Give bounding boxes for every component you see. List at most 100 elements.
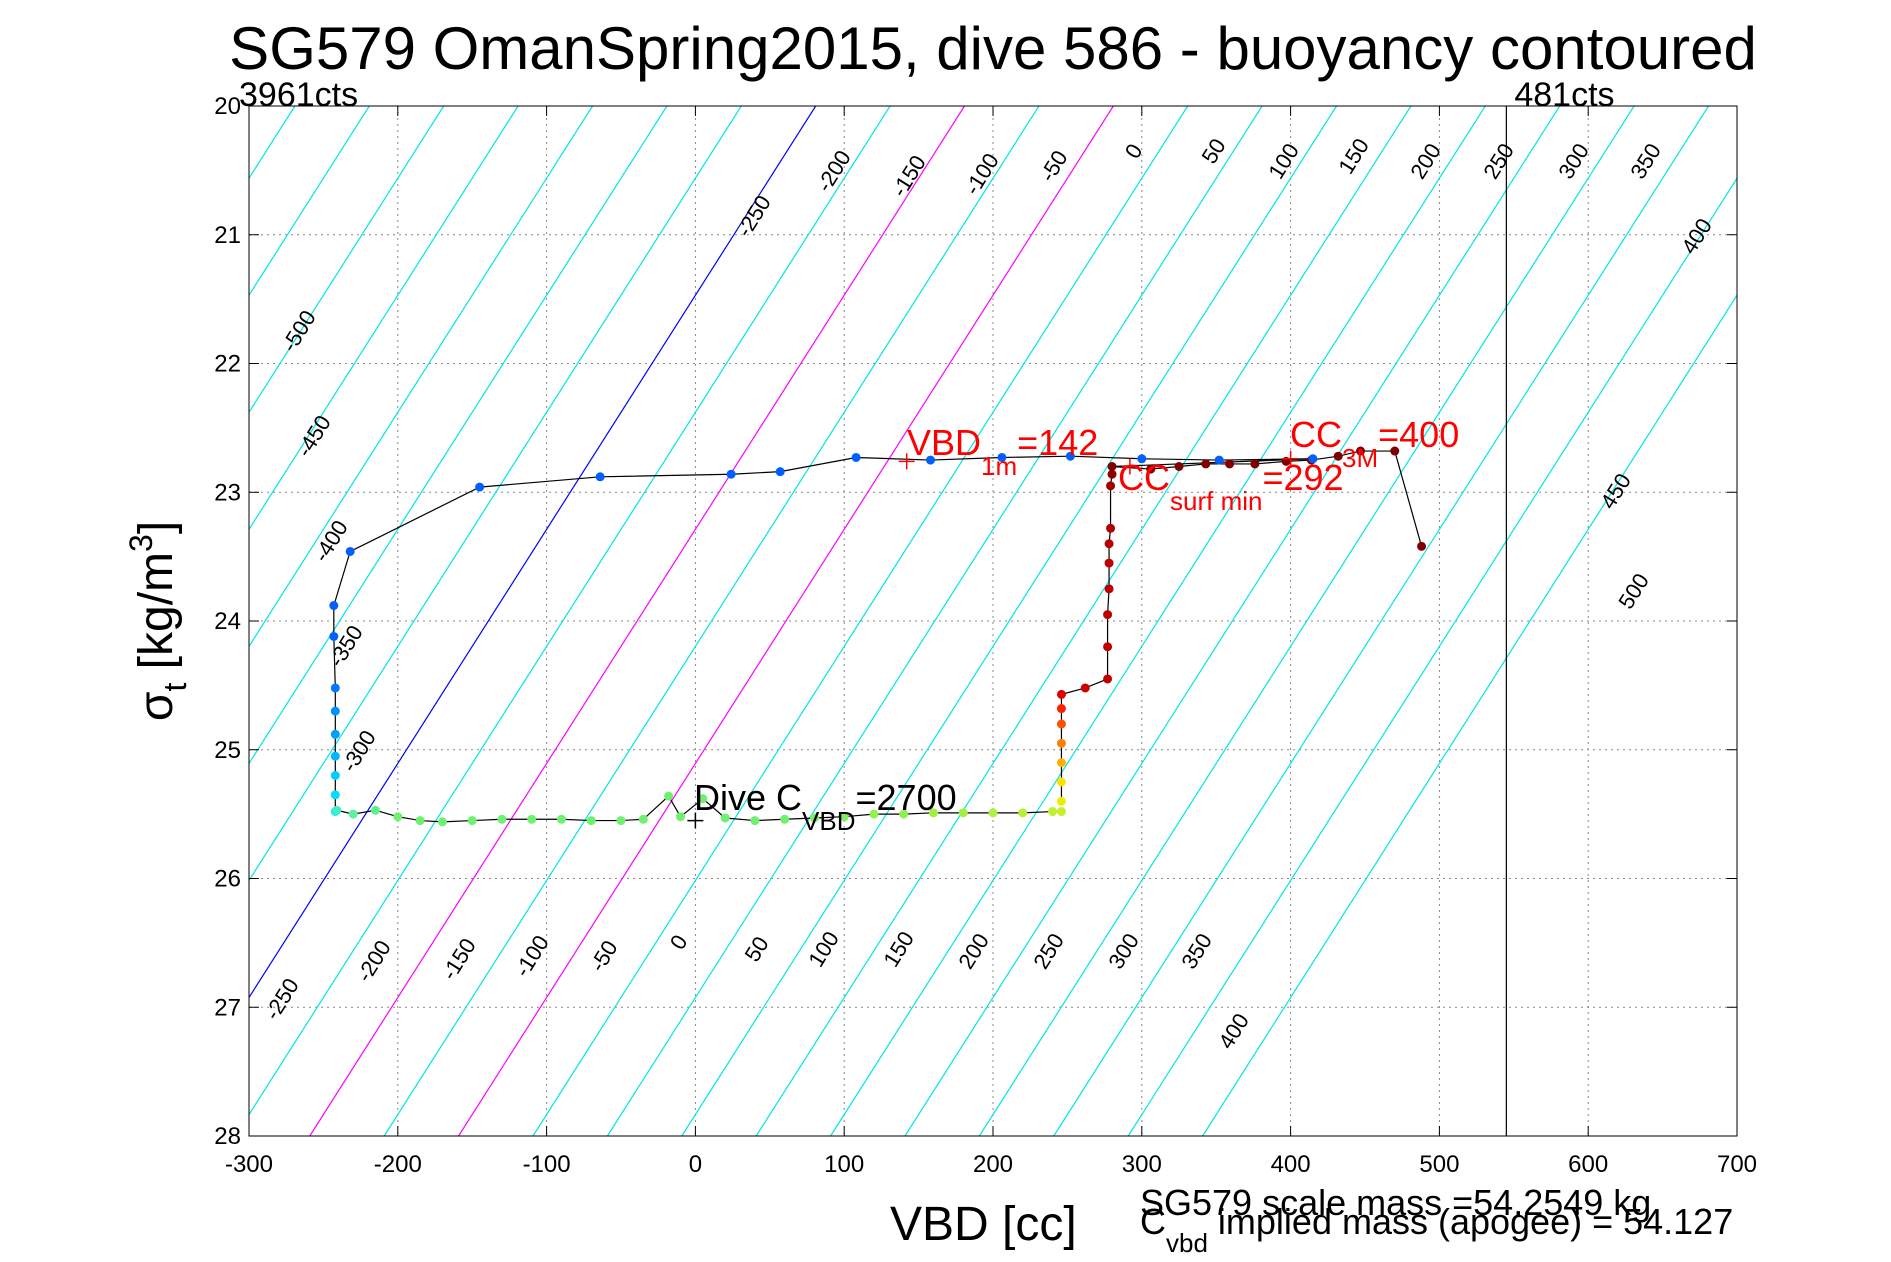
data-point-climb [1308, 454, 1318, 464]
x-tick-label: 700 [1717, 1151, 1757, 1178]
buoyancy-contour [249, 106, 891, 1116]
data-point-climb [1250, 459, 1260, 469]
data-point-climb [595, 472, 605, 482]
buoyancy-contour [681, 106, 1338, 1136]
x-tick-label: -100 [523, 1151, 571, 1178]
data-point-apogee [698, 794, 708, 804]
buoyancy-contour [978, 106, 1635, 1136]
x-tick-label: 200 [973, 1151, 1013, 1178]
data-point-climb [330, 790, 340, 800]
buoyancy-contour [532, 106, 1189, 1136]
data-point-apogee [899, 809, 909, 819]
annotation-markers [687, 450, 1299, 829]
x-axis-ticks: -300 -200 -100 0 100 200 300 400 500 600 700 [225, 106, 1757, 1178]
data-point-apogee [393, 812, 403, 822]
data-point-apogee [1056, 807, 1066, 817]
data-point-dive [1056, 738, 1066, 748]
data-point-dive [1056, 704, 1066, 714]
data-point-climb [1174, 462, 1184, 471]
data-point-climb [330, 706, 340, 716]
data-point-apogee [1018, 808, 1028, 818]
data-point-climb [1137, 454, 1147, 464]
data-point-apogee [958, 808, 968, 818]
data-point-climb [1333, 451, 1343, 461]
buoyancy-contour [830, 106, 1486, 1136]
data-point-apogee [437, 817, 447, 827]
data-point-apogee [988, 808, 998, 818]
buoyancy-contour [249, 106, 594, 648]
y-axis-label: σt [kg/m3] [123, 521, 193, 721]
data-point-dive [1056, 758, 1066, 768]
data-point-apogee [676, 812, 686, 822]
data-point-apogee [780, 814, 790, 824]
y-tick-label: 23 [214, 479, 241, 506]
data-point-apogee [809, 813, 819, 823]
data-point-climb [330, 683, 340, 693]
implied-mass-text: Cvbd implied mass (apogee) = 54.127 [1140, 1201, 1733, 1258]
y-axis-ticks: 20 21 22 23 24 25 26 27 28 [214, 93, 1737, 1150]
data-point-dive [1103, 642, 1113, 652]
buoyancy-contour [606, 106, 1263, 1136]
data-point-apogee [370, 805, 380, 815]
y-tick-label: 26 [214, 866, 241, 893]
buoyancy-contour [249, 106, 668, 765]
scale-mass-text: SG579 scale mass =54.2549 kg [1140, 1182, 1651, 1223]
data-point-climb [329, 631, 339, 641]
data-point-dive [1104, 558, 1114, 568]
data-point-apogee [928, 808, 938, 818]
data-point-dive [1080, 683, 1090, 693]
x-tick-label: 600 [1568, 1151, 1608, 1178]
buoyancy-contour [249, 106, 445, 414]
data-point-apogee [869, 809, 879, 819]
y-tick-label: 24 [214, 608, 241, 635]
data-point-climb [345, 546, 355, 556]
data-point-climb [726, 469, 736, 479]
data-point-apogee [839, 812, 849, 822]
data-point-dive [1056, 777, 1066, 787]
data-point-apogee [556, 814, 566, 824]
data-point-dive [1106, 481, 1116, 491]
buoyancy-contour [1202, 294, 1737, 1136]
data-point-dive [1056, 719, 1066, 729]
annotation-text: VBD1m=142 [907, 422, 1098, 481]
count-label: 3961cts [239, 76, 358, 114]
data-point-apogee [415, 816, 425, 826]
data-point-apogee [1048, 807, 1058, 817]
chart-title: SG579 OmanSpring2015, dive 586 - buoyanc… [229, 15, 1757, 82]
data-point-climb [1225, 459, 1235, 469]
y-tick-label: 28 [214, 1123, 241, 1150]
buoyancy-contour [0, 106, 72, 1136]
data-point-climb [329, 601, 339, 611]
buoyancy-contour [904, 106, 1561, 1136]
data-point-climb [330, 751, 340, 761]
x-tick-label: 100 [824, 1151, 864, 1178]
count-label: 481cts [1514, 76, 1614, 114]
data-point-climb [997, 452, 1007, 462]
buoyancy-contour [458, 106, 1114, 1136]
buoyancy-contour [0, 106, 221, 1136]
data-point-apogee [638, 814, 648, 824]
x-tick-label: -300 [225, 1151, 273, 1178]
data-points [329, 446, 1427, 827]
data-point-climb [330, 771, 340, 780]
data-point-climb [1356, 446, 1366, 456]
data-point-dive [1056, 796, 1066, 806]
count-labels: 3961cts 481cts [239, 76, 1615, 114]
x-tick-label: 400 [1271, 1151, 1311, 1178]
data-point-apogee [497, 814, 507, 824]
data-point-apogee [720, 813, 730, 823]
annotation-text: Dive CVBD=2700 [694, 777, 957, 836]
y-tick-label: 22 [214, 351, 241, 378]
buoyancy-contour [249, 106, 370, 297]
data-point-climb [851, 452, 861, 462]
data-point-dive [1107, 469, 1117, 479]
x-tick-label: 500 [1419, 1151, 1459, 1178]
buoyancy-contour [1053, 106, 1710, 1136]
data-point-climb [775, 467, 785, 477]
annotation-text: CCsurf min=292 [1118, 457, 1344, 516]
buoyancy-contour [249, 106, 742, 882]
data-point-apogee [750, 816, 760, 826]
data-point-climb [1107, 462, 1117, 471]
